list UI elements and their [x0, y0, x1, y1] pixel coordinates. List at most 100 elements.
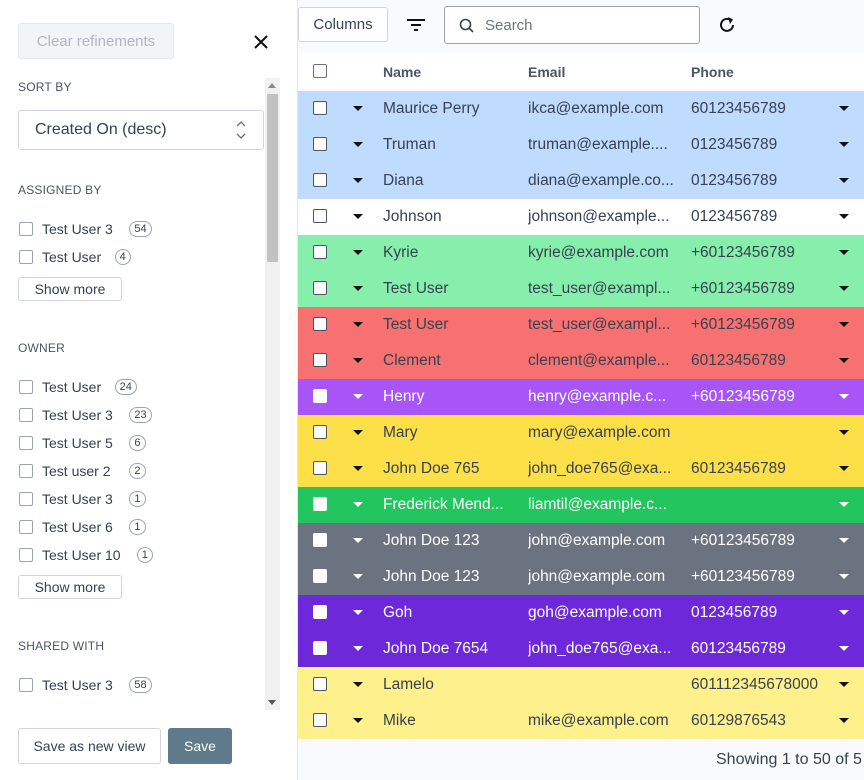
table-row[interactable]: Mary mary@example.com: [298, 415, 864, 451]
row-expand[interactable]: [353, 142, 363, 147]
table-row[interactable]: John Doe 123 john@example.com +60123456789: [298, 523, 864, 559]
filter-option[interactable]: Test User 4: [18, 247, 258, 267]
table-row[interactable]: Goh goh@example.com 0123456789: [298, 595, 864, 631]
table-row[interactable]: Frederick Mend... liamtil@example.c...: [298, 487, 864, 523]
row-expand[interactable]: [353, 610, 363, 615]
filter-option[interactable]: Test user 2 2: [18, 461, 258, 481]
row-checkbox[interactable]: [313, 281, 327, 295]
table-row[interactable]: John Doe 7654 john_doe765@exa... 601234567…: [298, 631, 864, 667]
row-expand[interactable]: [353, 214, 363, 219]
row-expand[interactable]: [353, 430, 363, 435]
row-expand[interactable]: [353, 538, 363, 543]
filter-option[interactable]: Test User 3 58: [18, 675, 258, 695]
option-checkbox[interactable]: [19, 464, 33, 478]
row-checkbox[interactable]: [313, 389, 327, 403]
table-row[interactable]: John Doe 765 john_doe765@exa... 6012345678…: [298, 451, 864, 487]
option-checkbox[interactable]: [19, 678, 33, 692]
row-menu[interactable]: [839, 358, 849, 363]
filter-option[interactable]: Test User 3 23: [18, 405, 258, 425]
table-row[interactable]: Lamelo 601112345678000: [298, 667, 864, 703]
row-menu[interactable]: [839, 466, 849, 471]
row-checkbox[interactable]: [313, 245, 327, 259]
row-checkbox[interactable]: [313, 425, 327, 439]
show-more-button[interactable]: Show more: [18, 575, 122, 599]
row-menu[interactable]: [839, 142, 849, 147]
save-as-new-view-button[interactable]: Save as new view: [18, 728, 161, 764]
table-row[interactable]: Kyrie kyrie@example.com +60123456789: [298, 235, 864, 271]
option-checkbox[interactable]: [19, 408, 33, 422]
table-row[interactable]: Henry henry@example.c... +60123456789: [298, 379, 864, 415]
row-checkbox[interactable]: [313, 173, 327, 187]
row-expand[interactable]: [353, 718, 363, 723]
filter-option[interactable]: Test User 6 1: [18, 517, 258, 537]
table-row[interactable]: Diana diana@example.co... 0123456789: [298, 163, 864, 199]
row-expand[interactable]: [353, 502, 363, 507]
filter-option[interactable]: Test User 3 54: [18, 219, 258, 239]
row-expand[interactable]: [353, 394, 363, 399]
row-expand[interactable]: [353, 322, 363, 327]
clear-button[interactable]: Clear refinements: [18, 23, 174, 59]
option-checkbox[interactable]: [19, 222, 33, 236]
row-checkbox[interactable]: [313, 353, 327, 367]
row-expand[interactable]: [353, 178, 363, 183]
row-expand[interactable]: [353, 574, 363, 579]
row-menu[interactable]: [839, 394, 849, 399]
sort-select[interactable]: Created On (desc): [18, 110, 264, 150]
row-menu[interactable]: [839, 682, 849, 687]
option-checkbox[interactable]: [19, 492, 33, 506]
row-checkbox[interactable]: [313, 713, 327, 727]
close-icon[interactable]: [252, 33, 270, 51]
filter-option[interactable]: Test User 24: [18, 377, 258, 397]
show-more-button[interactable]: Show more: [18, 277, 122, 301]
row-checkbox[interactable]: [313, 605, 327, 619]
select-all-checkbox[interactable]: [313, 64, 327, 78]
row-menu[interactable]: [839, 718, 849, 723]
filter-option[interactable]: Test User 5 6: [18, 433, 258, 453]
table-row[interactable]: Clement clement@example... 60123456789: [298, 343, 864, 379]
row-checkbox[interactable]: [313, 101, 327, 115]
row-menu[interactable]: [839, 286, 849, 291]
columns-button[interactable]: Columns: [298, 7, 388, 42]
table-row[interactable]: Test User test_user@exampl... +60123456789: [298, 271, 864, 307]
row-menu[interactable]: [839, 250, 849, 255]
option-checkbox[interactable]: [19, 250, 33, 264]
refresh-icon[interactable]: [717, 15, 737, 35]
filter-option[interactable]: Test User 10 1: [18, 545, 258, 565]
option-checkbox[interactable]: [19, 436, 33, 450]
row-checkbox[interactable]: [313, 641, 327, 655]
filter-icon[interactable]: [406, 16, 426, 34]
row-checkbox[interactable]: [313, 569, 327, 583]
save-button[interactable]: Save: [168, 728, 232, 764]
row-expand[interactable]: [353, 466, 363, 471]
row-menu[interactable]: [839, 178, 849, 183]
row-menu[interactable]: [839, 646, 849, 651]
table-row[interactable]: John Doe 123 john@example.com +60123456789: [298, 559, 864, 595]
row-menu[interactable]: [839, 574, 849, 579]
row-expand[interactable]: [353, 106, 363, 111]
row-expand[interactable]: [353, 286, 363, 291]
option-checkbox[interactable]: [19, 380, 33, 394]
row-menu[interactable]: [839, 610, 849, 615]
table-row[interactable]: Truman truman@example.... 0123456789: [298, 127, 864, 163]
row-menu[interactable]: [839, 538, 849, 543]
option-checkbox[interactable]: [19, 548, 33, 562]
search-box[interactable]: Search: [444, 6, 700, 44]
table-row[interactable]: Mike mike@example.com 60129876543: [298, 703, 864, 739]
row-checkbox[interactable]: [313, 461, 327, 475]
scrollbar[interactable]: [265, 78, 280, 710]
table-row[interactable]: Johnson johnson@example... 0123456789: [298, 199, 864, 235]
row-checkbox[interactable]: [313, 137, 327, 151]
row-menu[interactable]: [839, 106, 849, 111]
row-checkbox[interactable]: [313, 209, 327, 223]
row-checkbox[interactable]: [313, 677, 327, 691]
option-checkbox[interactable]: [19, 520, 33, 534]
row-expand[interactable]: [353, 682, 363, 687]
row-menu[interactable]: [839, 322, 849, 327]
row-expand[interactable]: [353, 646, 363, 651]
row-menu[interactable]: [839, 214, 849, 219]
table-row[interactable]: Test User test_user@exampl... +60123456789: [298, 307, 864, 343]
row-expand[interactable]: [353, 250, 363, 255]
row-menu[interactable]: [839, 430, 849, 435]
table-row[interactable]: Maurice Perry ikca@example.com 60123456789: [298, 91, 864, 127]
row-menu[interactable]: [839, 502, 849, 507]
